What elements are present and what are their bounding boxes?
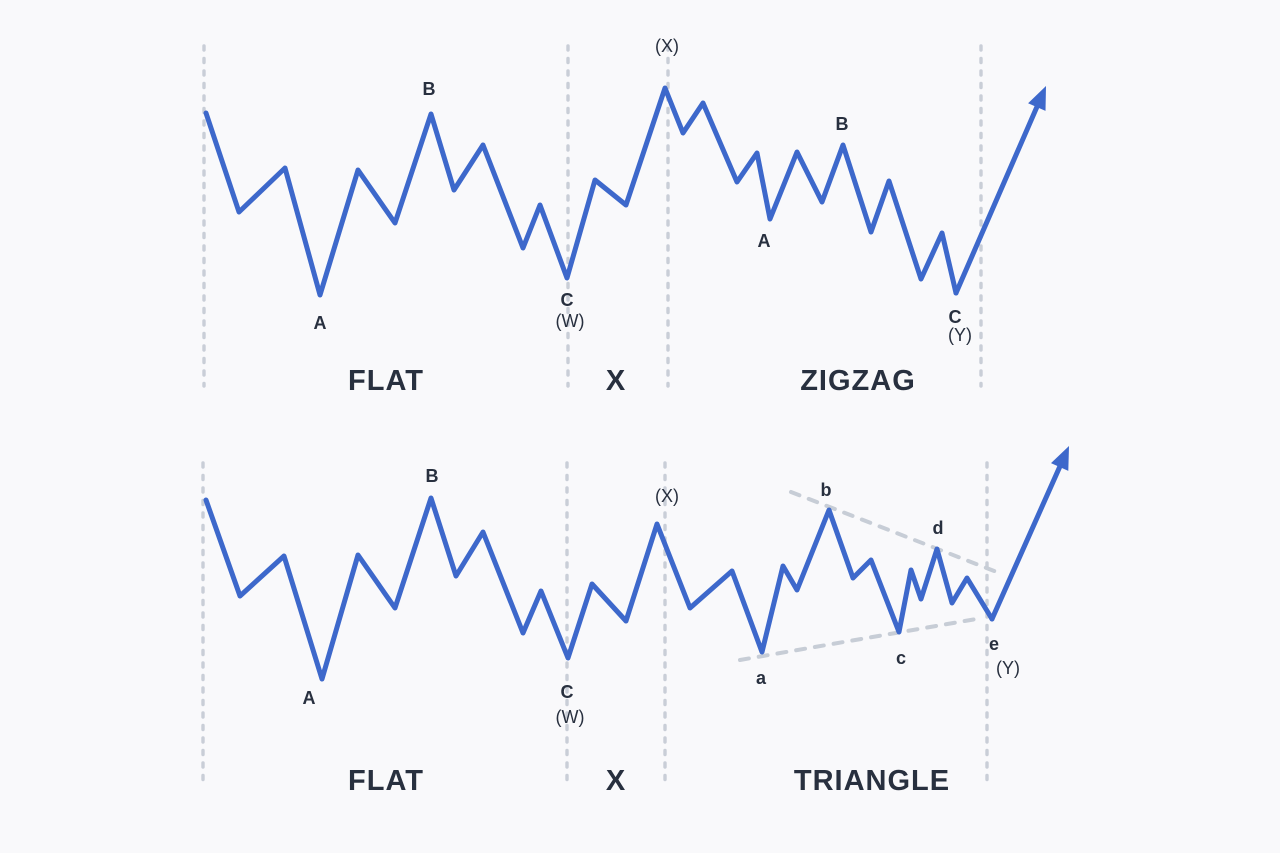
arrow-head-icon: [1028, 86, 1046, 111]
wave-path: [203, 495, 995, 682]
wave-path: [203, 85, 959, 298]
point-label-x: (X): [655, 36, 679, 56]
point-label-b: B: [426, 466, 439, 486]
point-label-x: (X): [655, 486, 679, 506]
point-label-y: (Y): [948, 325, 972, 345]
point-label-d: d: [933, 518, 944, 538]
point-label-a: a: [756, 668, 767, 688]
point-label-w: (W): [556, 707, 585, 727]
point-label-w: (W): [556, 311, 585, 331]
chart-flat-x-zigzag: ABC(W)(X)ABC(Y)FLAT X ZIGZAG: [202, 36, 1046, 397]
trend-arrow-shaft: [953, 100, 1042, 296]
point-label-c: C: [561, 682, 574, 702]
section-label-flat: FLAT: [348, 365, 424, 397]
point-label-y: (Y): [996, 658, 1020, 678]
point-label-b: B: [836, 114, 849, 134]
point-label-c: C: [561, 290, 574, 310]
point-label-a: A: [303, 688, 316, 708]
section-label-triangle: TRIANGLE: [794, 765, 950, 797]
point-label-e: e: [989, 634, 999, 654]
trend-arrow-shaft: [989, 459, 1065, 622]
triangle-guide-upper: [789, 490, 1004, 576]
point-label-b: B: [423, 79, 436, 99]
section-label-zigzag: ZIGZAG: [800, 365, 916, 397]
point-label-c: C: [949, 307, 962, 327]
point-label-a: A: [314, 313, 327, 333]
point-label-a: A: [758, 231, 771, 251]
arrow-head-icon: [1051, 446, 1069, 471]
section-label-x: X: [606, 765, 626, 797]
section-label-flat: FLAT: [348, 765, 424, 797]
triangle-guide-lower: [738, 616, 984, 662]
section-label-x: X: [606, 365, 626, 397]
point-label-b: b: [821, 480, 832, 500]
point-label-c: c: [896, 648, 906, 668]
chart-flat-x-triangle: A B C (W) (X) a b c d e (Y) FLAT X TRIANGLE: [201, 446, 1069, 797]
